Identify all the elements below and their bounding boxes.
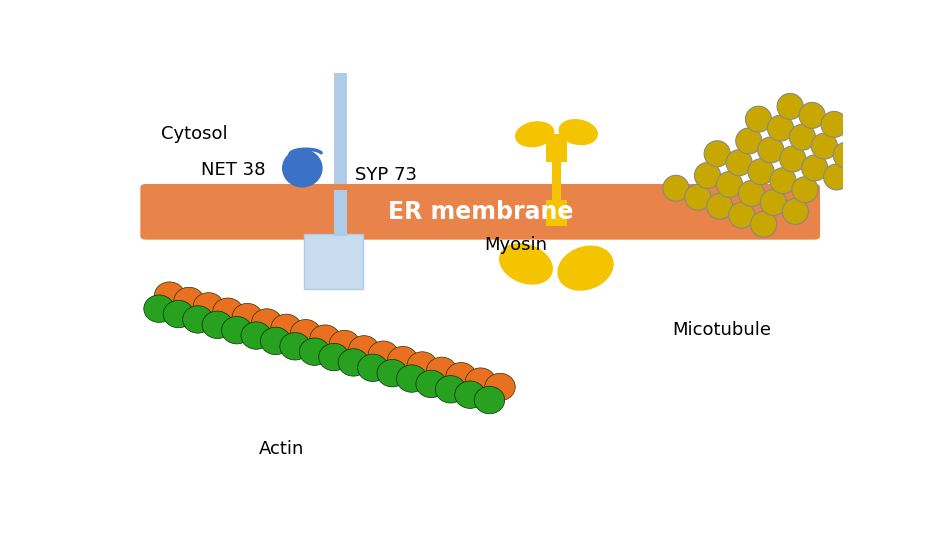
- Ellipse shape: [684, 184, 710, 210]
- Ellipse shape: [454, 381, 485, 408]
- Ellipse shape: [515, 121, 554, 147]
- Ellipse shape: [446, 363, 475, 390]
- Ellipse shape: [779, 146, 805, 172]
- Ellipse shape: [694, 162, 720, 188]
- Ellipse shape: [738, 181, 764, 206]
- Ellipse shape: [662, 176, 688, 201]
- Ellipse shape: [706, 193, 732, 219]
- Ellipse shape: [499, 243, 552, 285]
- Ellipse shape: [474, 386, 505, 414]
- Ellipse shape: [271, 314, 301, 342]
- FancyBboxPatch shape: [546, 134, 566, 162]
- Ellipse shape: [290, 320, 320, 347]
- Ellipse shape: [716, 172, 741, 198]
- Ellipse shape: [416, 370, 446, 397]
- Ellipse shape: [193, 293, 224, 320]
- FancyBboxPatch shape: [140, 184, 819, 240]
- Text: Myosin: Myosin: [483, 236, 547, 254]
- Ellipse shape: [396, 365, 427, 392]
- Ellipse shape: [832, 142, 858, 168]
- Ellipse shape: [557, 246, 613, 291]
- Ellipse shape: [280, 333, 310, 360]
- Ellipse shape: [406, 352, 437, 379]
- Ellipse shape: [232, 304, 262, 331]
- Ellipse shape: [823, 164, 849, 190]
- Ellipse shape: [358, 354, 388, 381]
- Ellipse shape: [183, 306, 213, 333]
- Ellipse shape: [757, 137, 783, 163]
- Ellipse shape: [338, 349, 368, 376]
- Ellipse shape: [745, 106, 770, 132]
- Ellipse shape: [776, 93, 802, 119]
- Ellipse shape: [788, 124, 814, 150]
- Ellipse shape: [310, 325, 340, 352]
- Ellipse shape: [703, 141, 729, 167]
- Text: Cytosol: Cytosol: [161, 125, 227, 144]
- Ellipse shape: [820, 112, 846, 137]
- Ellipse shape: [435, 375, 465, 403]
- Ellipse shape: [864, 129, 890, 155]
- Ellipse shape: [728, 202, 754, 228]
- Ellipse shape: [798, 103, 825, 129]
- Ellipse shape: [388, 347, 417, 374]
- Ellipse shape: [484, 373, 515, 401]
- Text: Actin: Actin: [258, 440, 304, 458]
- Ellipse shape: [558, 119, 597, 145]
- Ellipse shape: [299, 338, 329, 365]
- FancyBboxPatch shape: [333, 73, 346, 187]
- Text: ER membrane: ER membrane: [388, 200, 572, 224]
- Ellipse shape: [241, 322, 271, 349]
- Ellipse shape: [750, 211, 776, 237]
- Ellipse shape: [801, 155, 826, 181]
- FancyBboxPatch shape: [546, 200, 566, 226]
- Ellipse shape: [782, 199, 808, 225]
- Ellipse shape: [747, 159, 773, 185]
- Ellipse shape: [212, 298, 243, 326]
- Ellipse shape: [348, 336, 379, 363]
- Text: NET 38: NET 38: [200, 161, 265, 179]
- Ellipse shape: [318, 343, 349, 371]
- Ellipse shape: [842, 120, 869, 146]
- FancyBboxPatch shape: [333, 189, 346, 236]
- Ellipse shape: [465, 368, 495, 395]
- Ellipse shape: [329, 330, 359, 358]
- FancyBboxPatch shape: [304, 234, 362, 289]
- Ellipse shape: [251, 309, 282, 336]
- Ellipse shape: [221, 316, 252, 344]
- Text: Micotubule: Micotubule: [672, 321, 771, 339]
- Ellipse shape: [426, 357, 457, 385]
- Text: SYP 73: SYP 73: [355, 166, 417, 184]
- Ellipse shape: [173, 287, 204, 315]
- Ellipse shape: [759, 189, 785, 215]
- Ellipse shape: [376, 359, 407, 387]
- Ellipse shape: [791, 177, 817, 203]
- Ellipse shape: [163, 300, 194, 328]
- FancyBboxPatch shape: [551, 162, 561, 200]
- Ellipse shape: [725, 150, 752, 176]
- Ellipse shape: [282, 149, 322, 188]
- Ellipse shape: [735, 128, 761, 154]
- Ellipse shape: [769, 168, 796, 194]
- Ellipse shape: [767, 115, 793, 141]
- Ellipse shape: [811, 133, 837, 159]
- Ellipse shape: [154, 282, 184, 309]
- Ellipse shape: [260, 327, 290, 354]
- Ellipse shape: [202, 311, 232, 338]
- Ellipse shape: [368, 341, 398, 368]
- Ellipse shape: [143, 295, 174, 322]
